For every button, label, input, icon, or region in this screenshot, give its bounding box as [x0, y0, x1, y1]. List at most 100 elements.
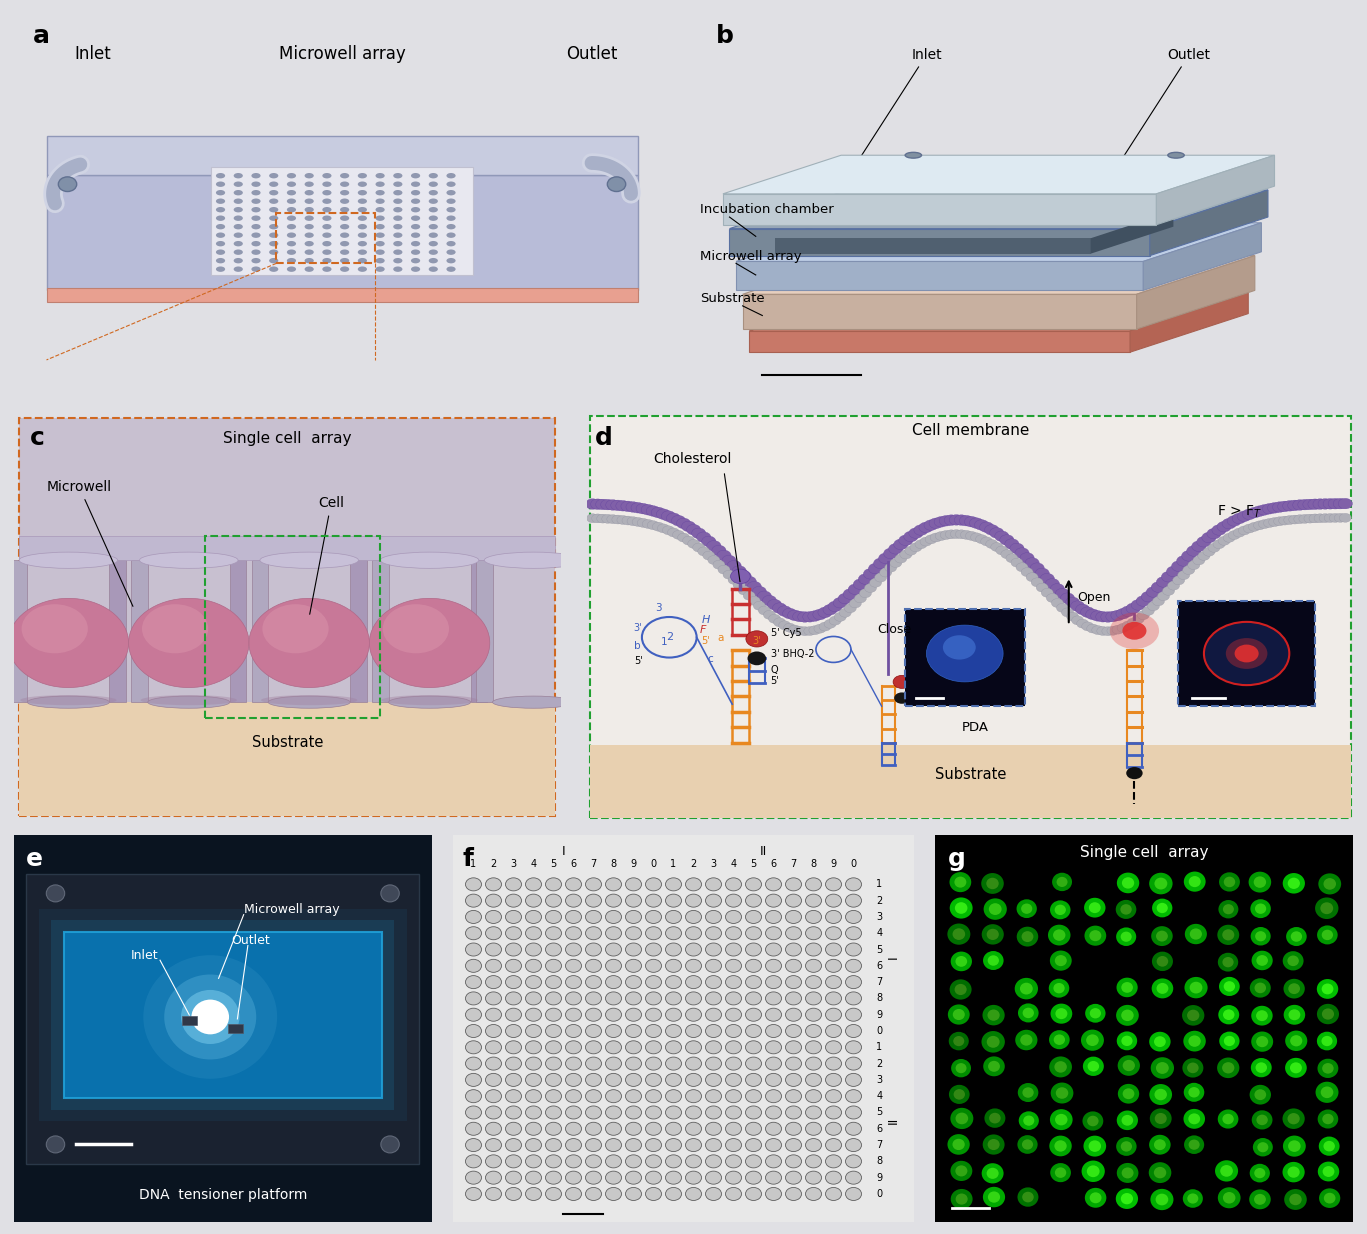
Circle shape: [1121, 905, 1132, 914]
Circle shape: [975, 520, 988, 531]
Circle shape: [645, 1122, 662, 1135]
Circle shape: [753, 601, 766, 611]
Circle shape: [1293, 515, 1305, 523]
Circle shape: [824, 619, 837, 628]
Circle shape: [626, 1139, 641, 1151]
Circle shape: [686, 524, 701, 536]
Circle shape: [1051, 1082, 1073, 1103]
Circle shape: [1024, 1116, 1035, 1125]
Circle shape: [924, 520, 938, 531]
Circle shape: [545, 1122, 562, 1135]
Circle shape: [826, 992, 842, 1004]
Circle shape: [376, 232, 384, 238]
Text: 1: 1: [662, 638, 667, 648]
Circle shape: [566, 877, 581, 891]
Circle shape: [860, 220, 868, 225]
Circle shape: [645, 1139, 662, 1151]
Circle shape: [607, 515, 619, 523]
Circle shape: [1333, 499, 1348, 508]
Circle shape: [1321, 1086, 1333, 1098]
Circle shape: [376, 267, 384, 271]
Circle shape: [846, 927, 861, 940]
Circle shape: [983, 1004, 1005, 1025]
Text: 7: 7: [876, 1140, 883, 1150]
Circle shape: [826, 1122, 842, 1135]
Circle shape: [733, 581, 745, 590]
Circle shape: [1096, 627, 1109, 636]
Circle shape: [525, 1040, 541, 1054]
Circle shape: [1249, 1190, 1271, 1209]
Circle shape: [394, 181, 402, 186]
Circle shape: [786, 1058, 801, 1070]
Circle shape: [894, 539, 908, 549]
Circle shape: [1251, 1032, 1273, 1051]
Circle shape: [1184, 1135, 1204, 1154]
Circle shape: [269, 232, 279, 238]
Circle shape: [697, 547, 709, 555]
Circle shape: [1136, 596, 1151, 606]
Circle shape: [305, 232, 314, 238]
Circle shape: [1285, 1058, 1307, 1077]
Circle shape: [805, 1155, 822, 1167]
Circle shape: [651, 507, 666, 518]
Circle shape: [766, 911, 782, 923]
Circle shape: [666, 927, 682, 940]
Circle shape: [545, 1187, 562, 1201]
Circle shape: [645, 1090, 662, 1103]
Text: 9: 9: [876, 1172, 883, 1182]
Circle shape: [545, 911, 562, 923]
Circle shape: [1184, 1109, 1206, 1129]
Text: Outlet: Outlet: [1118, 48, 1211, 164]
Circle shape: [525, 959, 541, 972]
Circle shape: [805, 1106, 822, 1119]
Circle shape: [1051, 598, 1064, 607]
Circle shape: [954, 1090, 965, 1099]
Circle shape: [805, 927, 822, 940]
Circle shape: [745, 911, 761, 923]
Circle shape: [987, 1167, 999, 1178]
Circle shape: [545, 943, 562, 956]
Circle shape: [506, 1058, 521, 1070]
Circle shape: [485, 1122, 502, 1135]
Circle shape: [394, 173, 402, 179]
Circle shape: [1185, 924, 1207, 944]
Circle shape: [642, 520, 655, 528]
Circle shape: [705, 1040, 722, 1054]
Text: 8: 8: [811, 859, 816, 869]
Circle shape: [805, 1187, 822, 1201]
Circle shape: [447, 216, 455, 221]
Circle shape: [525, 1074, 541, 1086]
Circle shape: [429, 267, 437, 271]
Text: 6: 6: [570, 859, 577, 869]
Circle shape: [666, 513, 681, 523]
Circle shape: [1141, 591, 1155, 602]
Circle shape: [893, 675, 910, 689]
Circle shape: [1289, 515, 1301, 524]
Circle shape: [688, 539, 700, 548]
Circle shape: [591, 499, 604, 510]
Polygon shape: [1143, 223, 1262, 290]
Circle shape: [1023, 1192, 1033, 1202]
Circle shape: [340, 199, 349, 204]
Circle shape: [925, 534, 938, 544]
Circle shape: [786, 927, 801, 940]
Circle shape: [447, 173, 455, 179]
Circle shape: [358, 199, 366, 204]
Circle shape: [1087, 624, 1099, 633]
Circle shape: [1046, 579, 1059, 589]
Circle shape: [1111, 610, 1125, 621]
Circle shape: [1077, 619, 1088, 628]
Circle shape: [823, 605, 837, 615]
Circle shape: [1290, 932, 1303, 942]
Circle shape: [1150, 872, 1173, 895]
Circle shape: [685, 1040, 701, 1054]
Circle shape: [485, 1139, 502, 1151]
Circle shape: [216, 216, 226, 221]
Circle shape: [943, 212, 951, 217]
Circle shape: [340, 216, 349, 221]
Circle shape: [429, 258, 437, 263]
Circle shape: [786, 1106, 801, 1119]
Circle shape: [826, 1058, 842, 1070]
Circle shape: [269, 181, 279, 186]
Text: Cell: Cell: [310, 496, 344, 615]
